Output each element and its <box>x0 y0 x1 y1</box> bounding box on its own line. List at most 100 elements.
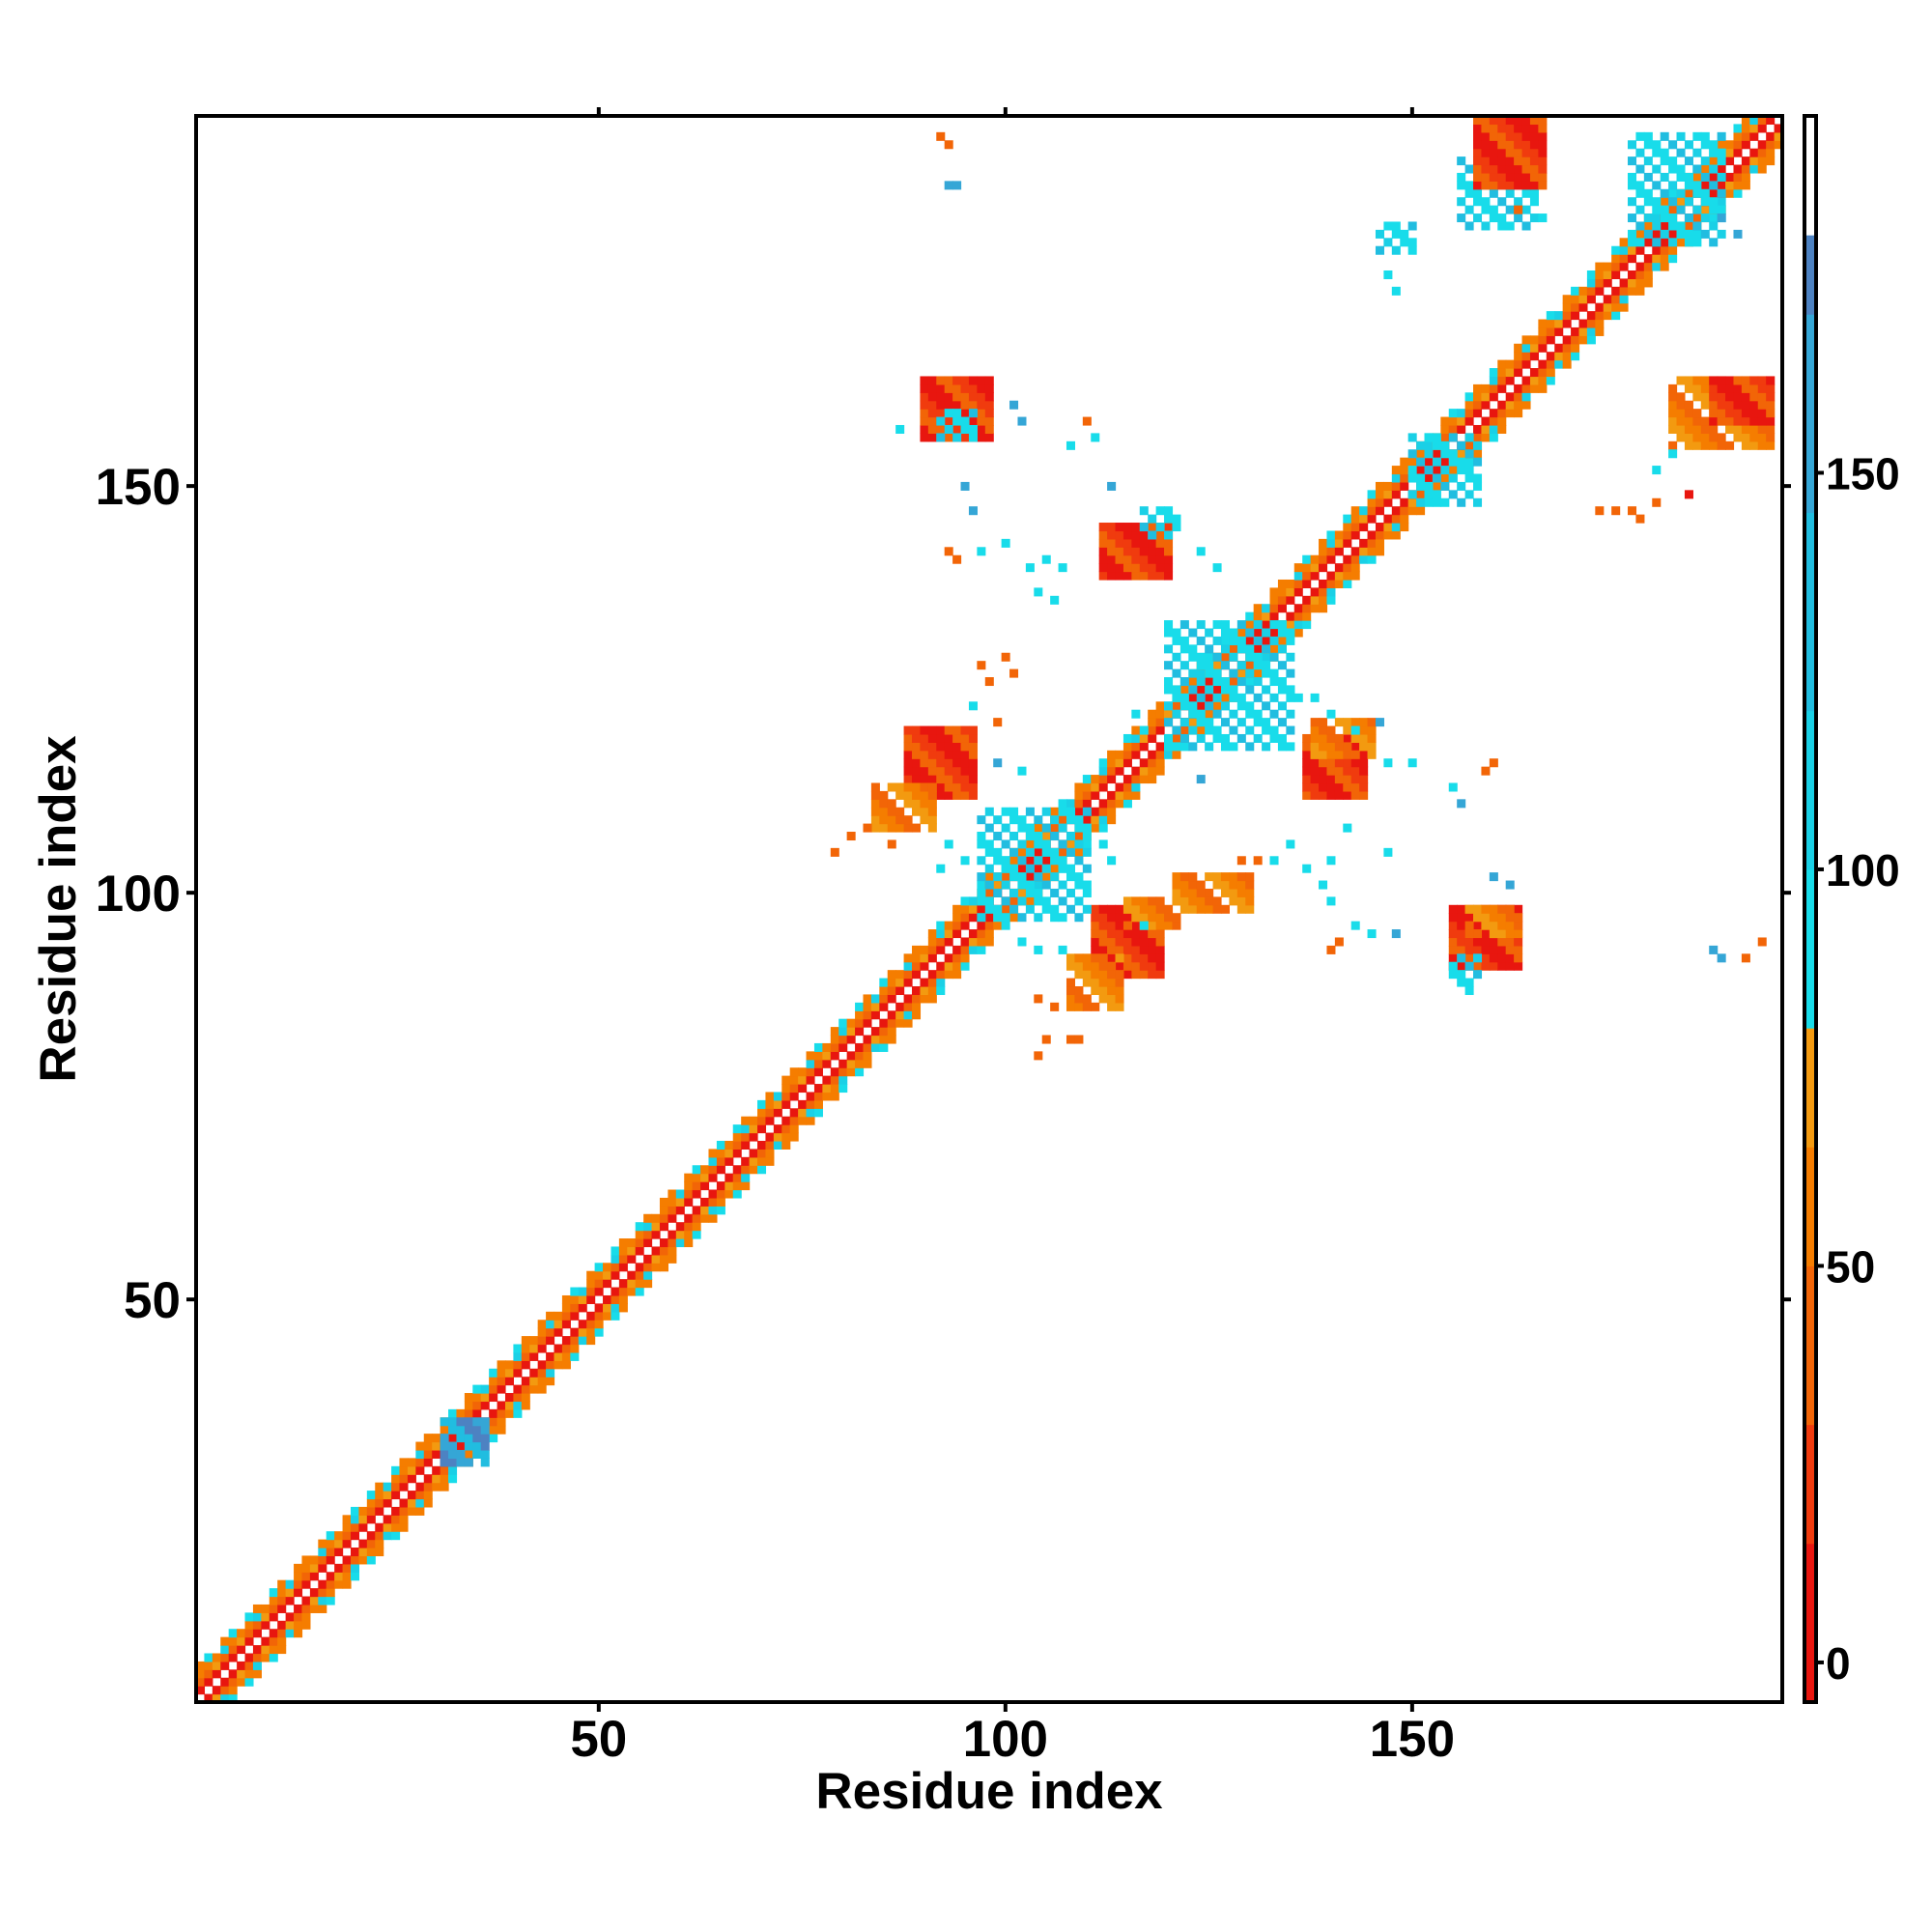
heatmap-cell <box>1448 782 1458 792</box>
heatmap-cell <box>984 872 994 882</box>
heatmap-cell <box>944 424 953 434</box>
heatmap-cell <box>1131 913 1141 923</box>
heatmap-cell <box>1700 400 1710 410</box>
heatmap-cell <box>912 725 922 735</box>
heatmap-cell <box>1139 945 1149 954</box>
heatmap-cell <box>789 1084 799 1094</box>
heatmap-cell <box>220 1686 230 1695</box>
heatmap-cell <box>1448 424 1458 434</box>
heatmap-cell <box>1505 368 1515 378</box>
heatmap-cell <box>1538 343 1548 353</box>
heatmap-cell <box>1668 156 1678 166</box>
heatmap-cell <box>920 953 929 963</box>
heatmap-cell <box>497 1360 506 1370</box>
heatmap-cell <box>1188 896 1198 906</box>
heatmap-cell <box>993 758 1003 768</box>
heatmap-cell <box>1660 213 1669 223</box>
heatmap-cell <box>1733 433 1743 442</box>
heatmap-cell <box>1164 677 1174 687</box>
heatmap-cell <box>1489 945 1498 954</box>
heatmap-cell <box>1319 742 1328 752</box>
heatmap-cell <box>1155 742 1165 752</box>
heatmap-cell <box>1065 839 1076 849</box>
heatmap-cell <box>1571 343 1580 353</box>
heatmap-cell <box>1041 832 1051 841</box>
heatmap-cell <box>1107 970 1117 980</box>
heatmap-cell <box>326 1596 335 1605</box>
heatmap-cell <box>1074 896 1084 906</box>
heatmap-cell <box>603 1270 612 1280</box>
heatmap-cell <box>1245 636 1255 645</box>
heatmap-cell <box>1692 188 1702 198</box>
heatmap-cell <box>1725 148 1735 157</box>
heatmap-cell <box>944 758 953 768</box>
heatmap-cell <box>1131 742 1141 752</box>
heatmap-cell <box>1391 245 1401 255</box>
heatmap-cell <box>635 1263 644 1272</box>
heatmap-cell <box>1619 295 1629 304</box>
heatmap-cell <box>1440 473 1450 483</box>
heatmap-cell <box>1457 449 1466 459</box>
heatmap-cell <box>1245 628 1255 638</box>
heatmap-cell <box>1571 295 1580 304</box>
heatmap-cell <box>1684 433 1693 442</box>
heatmap-cell <box>570 1294 580 1304</box>
heatmap-cell <box>1262 701 1271 711</box>
heatmap-cell <box>1684 416 1693 426</box>
heatmap-cell <box>968 384 978 393</box>
heatmap-cell <box>1359 733 1369 743</box>
heatmap-cell <box>1310 782 1320 792</box>
heatmap-cell <box>1391 286 1401 296</box>
heatmap-cell <box>1766 424 1776 434</box>
heatmap-cell <box>546 1320 555 1329</box>
heatmap-cell <box>1521 181 1531 190</box>
heatmap-cell <box>952 750 962 759</box>
heatmap-cell <box>1001 807 1010 816</box>
heatmap-cell <box>1359 775 1369 784</box>
heatmap-cell <box>1660 197 1669 207</box>
heatmap-cell <box>407 1498 416 1508</box>
heatmap-cell <box>920 424 929 434</box>
heatmap-cell <box>1505 148 1515 157</box>
heatmap-cell <box>993 847 1003 857</box>
heatmap-cell <box>952 758 962 768</box>
heatmap-cell <box>944 433 953 442</box>
heatmap-cell <box>212 1693 221 1703</box>
heatmap-cell <box>977 888 986 897</box>
heatmap-cell <box>1155 554 1165 564</box>
heatmap-cell <box>1172 523 1181 532</box>
heatmap-cell <box>1684 490 1693 499</box>
heatmap-cell <box>1245 888 1255 897</box>
heatmap-cell <box>480 1434 490 1443</box>
heatmap-cell <box>1148 758 1157 768</box>
heatmap-cell <box>1489 409 1498 418</box>
heatmap-cell <box>204 1677 213 1687</box>
heatmap-cell <box>1652 497 1662 507</box>
heatmap-cell <box>1115 523 1124 532</box>
heatmap-cell <box>1481 945 1491 954</box>
heatmap-cell <box>480 1401 490 1410</box>
heatmap-cell <box>977 904 986 914</box>
heatmap-cell <box>1440 433 1450 442</box>
heatmap-cell <box>936 409 946 418</box>
heatmap-cell <box>1416 466 1426 475</box>
heatmap-cell <box>1391 473 1401 483</box>
heatmap-cell <box>1017 880 1027 890</box>
heatmap-cell <box>1302 563 1312 573</box>
heatmap-cell <box>334 1572 344 1581</box>
heatmap-cell <box>1635 245 1645 255</box>
heatmap-cell <box>895 985 905 996</box>
heatmap-cell <box>773 1132 782 1142</box>
heatmap-cell <box>1489 904 1498 914</box>
heatmap-cell <box>846 1051 856 1061</box>
heatmap-cell <box>383 1498 392 1508</box>
heatmap-cell <box>855 1002 865 1011</box>
heatmap-cell <box>1155 750 1165 759</box>
heatmap-cell <box>1107 554 1117 564</box>
heatmap-cell <box>1497 424 1507 434</box>
heatmap-cell <box>1091 433 1100 442</box>
heatmap-cell <box>960 896 970 906</box>
heatmap-cell <box>944 392 953 402</box>
heatmap-cell <box>1041 856 1051 866</box>
heatmap-cell <box>1001 921 1010 930</box>
